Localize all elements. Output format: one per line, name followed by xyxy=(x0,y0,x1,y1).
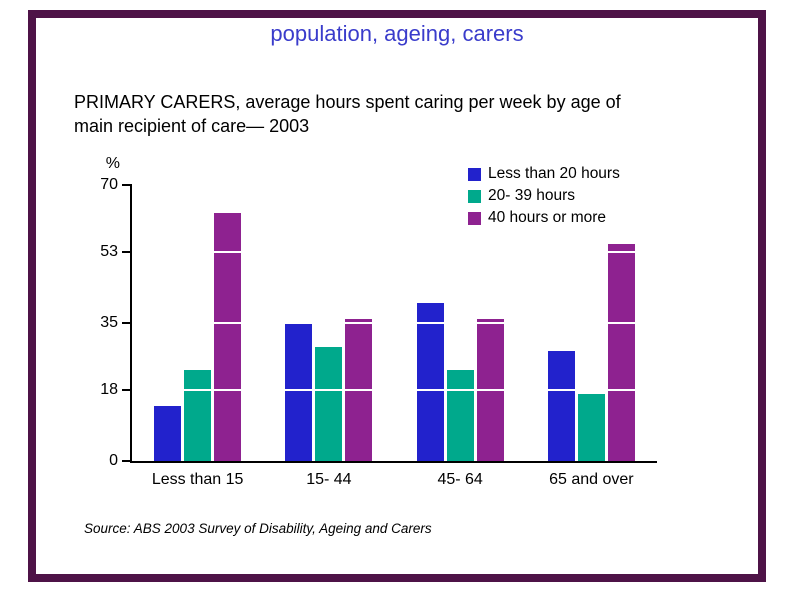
bar xyxy=(607,244,635,461)
x-axis-category-label: 65 and over xyxy=(549,471,634,488)
bar-chart: % Less than 20 hours 20- 39 hours 40 hours… xyxy=(100,155,657,489)
legend-label: Less than 20 hours xyxy=(488,165,620,182)
legend-swatch xyxy=(468,167,481,181)
chart-heading-line-1: PRIMARY CARERS, average hours spent cari… xyxy=(74,92,621,112)
x-axis-category-label: 45- 64 xyxy=(437,471,483,488)
legend-item: Less than 20 hours xyxy=(468,165,620,183)
bar xyxy=(184,370,212,461)
y-tick-mark xyxy=(122,460,132,462)
y-tick-mark xyxy=(122,389,132,392)
source-note: Source: ABS 2003 Survey of Disability, A… xyxy=(84,521,432,536)
bar xyxy=(285,323,313,461)
bar xyxy=(446,370,474,461)
legend-item: 20- 39 hours xyxy=(468,187,620,205)
legend: Less than 20 hours 20- 39 hours 40 hours o… xyxy=(468,165,620,227)
slide-title: population, ageing, carers xyxy=(270,21,524,46)
legend-label: 20- 39 hours xyxy=(488,187,576,204)
y-tick-mark xyxy=(122,251,132,254)
y-tick-label: 70 xyxy=(100,176,118,193)
bar xyxy=(315,346,343,461)
legend-label: 40 hours or more xyxy=(488,209,607,226)
gridline xyxy=(132,184,657,186)
bar xyxy=(577,393,605,461)
y-tick-label: 0 xyxy=(109,452,118,469)
legend-swatch xyxy=(468,189,481,203)
y-tick-label: 53 xyxy=(100,243,118,261)
y-axis-unit-label: % xyxy=(105,155,120,172)
x-axis-labels: Less than 15 15- 44 45- 64 65 and over xyxy=(132,471,657,489)
gridline xyxy=(132,389,657,392)
slide: population, ageing, carers PRIMARY CARER… xyxy=(28,10,766,582)
bar xyxy=(154,405,182,461)
x-axis-category-label: 15- 44 xyxy=(306,471,352,488)
gridline xyxy=(132,251,657,254)
chart-heading: PRIMARY CARERS, average hours spent cari… xyxy=(74,90,724,139)
y-tick-label: 35 xyxy=(100,314,118,331)
legend-item: 40 hours or more xyxy=(468,209,620,227)
legend-swatch xyxy=(468,211,481,225)
y-tick-label: 18 xyxy=(100,381,118,399)
bar-group xyxy=(132,185,263,461)
y-tick-mark xyxy=(122,322,132,324)
bar-group xyxy=(526,185,657,461)
bar xyxy=(547,350,575,461)
plot-area: % Less than 20 hours 20- 39 hours 40 hours… xyxy=(100,155,657,469)
chart-heading-line-2: main recipient of care— 2003 xyxy=(74,116,310,137)
bar xyxy=(416,303,444,461)
gridline xyxy=(132,322,657,324)
bar xyxy=(214,212,242,461)
x-axis-category-label: Less than 15 xyxy=(151,471,244,488)
y-tick-mark xyxy=(122,184,132,186)
